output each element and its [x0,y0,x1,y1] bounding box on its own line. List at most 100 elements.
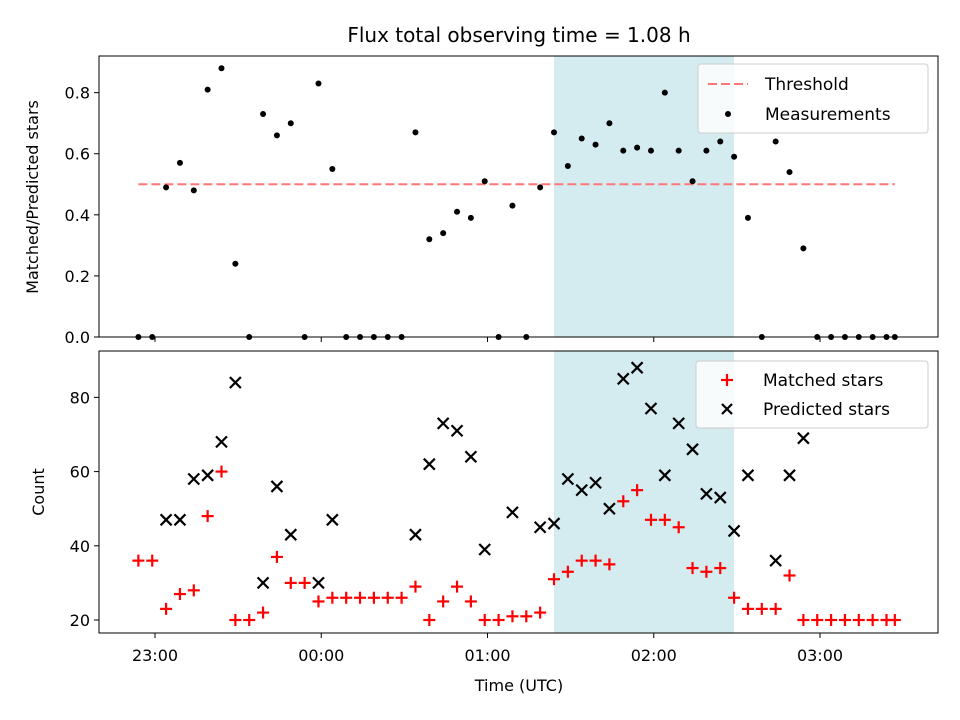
predicted-star-point [644,402,658,415]
predicted-star-point [201,469,214,482]
matched-star-point [534,606,547,619]
matched-star-point [215,465,228,478]
measurement-point [703,147,710,154]
predicted-star-point [215,435,228,449]
matched-star-point [312,595,325,608]
matched-star-point [631,484,644,497]
measurement-point [190,187,197,194]
bottom-legend: Matched stars Predicted stars [695,360,929,429]
matched-star-point [326,591,339,604]
measurement-point [564,162,571,169]
matched-star-point [714,562,727,575]
matched-star-point [672,521,685,534]
bottom-y-ticks: 20 40 60 80 [70,388,99,630]
measurement-point [634,144,641,151]
bottom-y-axis-label: Count [29,468,48,516]
predicted-star-point [533,520,547,534]
matched-star-point [284,576,297,589]
matched-star-point [797,614,810,627]
matched-star-point [658,513,671,526]
bottom-y-tick-label: 80 [70,388,90,407]
measurement-point [786,169,793,176]
matched-star-point [132,554,145,567]
matched-star-point [783,569,796,582]
matched-star-point [173,588,186,601]
predicted-star-point [672,417,685,430]
matched-star-point [492,614,505,627]
predicted-star-point [423,457,436,471]
predicted-star-point [783,469,796,482]
predicted-star-point [187,472,201,486]
measurement-point [260,111,267,118]
matched-star-point [229,614,242,627]
measurement-point [412,129,419,136]
matched-star-point [340,591,353,604]
matched-star-point [700,565,713,578]
predicted-star-point [713,491,727,504]
matched-star-point [409,580,422,593]
measurement-point [717,138,724,145]
predicted-star-point [326,513,339,527]
predicted-star-point [616,372,630,386]
predicted-star-point [173,513,187,527]
matched-star-point [146,554,159,567]
bottom-y-tick-label: 40 [70,537,90,556]
legend-measurements-label: Measurements [765,105,891,125]
matched-star-point [395,591,408,604]
measurement-point [481,178,488,185]
measurement-point [606,120,613,127]
chart-title: Flux total observing time = 1.08 h [347,23,690,47]
predicted-star-point [464,450,478,464]
legend-matched-swatch [721,374,733,386]
top-legend: Threshold Measurements [697,63,929,134]
measurement-point [744,214,751,221]
bottom-x-ticks: 23:00 00:00 01:00 02:00 03:00 [132,633,843,665]
matched-star-point [423,614,436,627]
matched-star-point [561,565,574,578]
top-x-tick-marks [154,337,821,342]
measurement-point [176,159,183,166]
predicted-star-point [229,376,242,389]
predicted-star-point [658,469,672,482]
measurement-point [800,245,807,252]
measurement-point [578,135,585,142]
predicted-star-point [312,576,325,590]
top-y-tick-label: 0.8 [65,84,90,103]
matched-star-point [644,513,657,526]
matched-star-point [160,602,173,615]
measurement-point [204,86,211,93]
measurement-point [509,202,516,209]
top-panel: 0.00.20.40.60.8 Matched/Predicted stars … [23,55,939,347]
predicted-star-point [727,524,741,538]
matched-star-point [852,614,865,627]
matched-star-point [769,602,782,615]
matched-star-point [838,614,851,627]
matched-star-point [575,554,588,567]
matched-star-point [548,573,560,586]
measurement-point [551,129,557,136]
predicted-star-point [797,431,810,445]
top-y-ticks: 0.0 0.2 0.4 0.6 0.8 [65,84,99,347]
matched-star-point [520,610,533,623]
measurement-point [675,147,682,154]
matched-star-point [603,558,616,571]
measurement-point [661,89,668,96]
measurement-point [218,65,225,72]
legend-matched-label: Matched stars [763,371,883,391]
predicted-star-point [700,487,713,501]
predicted-star-point [630,361,644,374]
matched-star-point [888,614,901,627]
bottom-panel: 20 40 60 80 23:00 00:00 01:00 02:00 03:00 Count… [29,350,939,695]
matched-star-point [741,602,754,615]
matched-star-point [381,591,394,604]
predicted-star-point [561,472,575,486]
matched-star-point [201,510,214,523]
matched-star-point [617,495,630,508]
measurement-point [731,153,738,160]
bottom-legend-box [695,360,929,429]
top-y-tick-label: 0.2 [65,267,90,286]
measurement-point [772,138,779,145]
matched-star-point [187,584,200,597]
matched-star-point [755,602,768,615]
x-tick-label: 23:00 [132,646,178,665]
